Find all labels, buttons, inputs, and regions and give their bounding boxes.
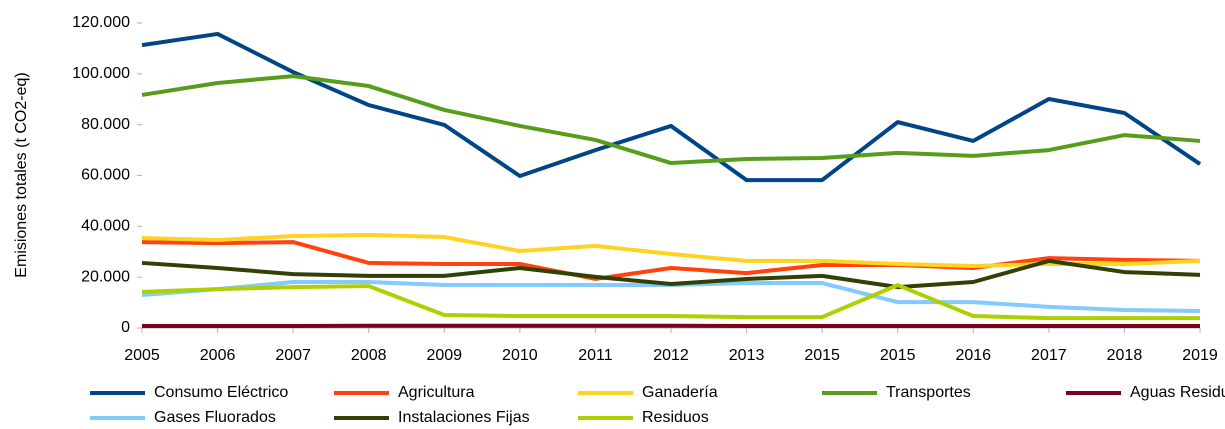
x-tick-label: 2018 — [1107, 347, 1143, 364]
legend-label: Aguas Residuales — [1130, 384, 1225, 401]
x-tick-label: 2015 — [880, 347, 916, 364]
y-axis-label: Emisiones totales (t CO2-eq) — [13, 72, 30, 277]
x-tick-label: 2006 — [200, 347, 236, 364]
x-tick-label: 2010 — [502, 347, 538, 364]
series-line — [141, 31, 1202, 183]
legend-label: Gases Fluorados — [154, 409, 276, 426]
x-tick-label: 2009 — [426, 347, 462, 364]
x-tick-label: 2007 — [275, 347, 311, 364]
y-tick-label: 40.000 — [81, 218, 130, 235]
series-line — [141, 232, 1201, 268]
y-tick-label: 20.000 — [81, 268, 130, 285]
x-tick-label: 2008 — [351, 347, 387, 364]
y-tick-label: 0 — [121, 319, 130, 336]
x-tick-label: 2017 — [1031, 347, 1067, 364]
x-tick-label: 2015 — [804, 347, 840, 364]
x-tick-label: 2005 — [124, 347, 160, 364]
legend-label: Agricultura — [398, 384, 475, 401]
y-tick-label: 100.000 — [72, 65, 130, 82]
legend-label: Residuos — [642, 409, 709, 426]
y-tick-label: 80.000 — [81, 116, 130, 133]
x-tick-label: 2011 — [578, 347, 613, 364]
series-line — [141, 74, 1201, 166]
legend-label: Consumo Eléctrico — [154, 384, 288, 401]
x-tick-label: 2019 — [1182, 347, 1218, 364]
series-line — [141, 240, 1201, 281]
legend-label: Ganadería — [642, 384, 718, 401]
y-tick-label: 60.000 — [81, 167, 130, 184]
series-line — [141, 258, 1201, 290]
series-line — [141, 283, 1200, 321]
x-tick-label: 2016 — [955, 347, 991, 364]
x-tick-label: 2013 — [729, 347, 765, 364]
y-tick-label: 120.000 — [72, 14, 130, 31]
legend-label: Transportes — [886, 384, 971, 401]
legend-label: Instalaciones Fijas — [398, 409, 530, 426]
x-tick-label: 2012 — [653, 347, 689, 364]
